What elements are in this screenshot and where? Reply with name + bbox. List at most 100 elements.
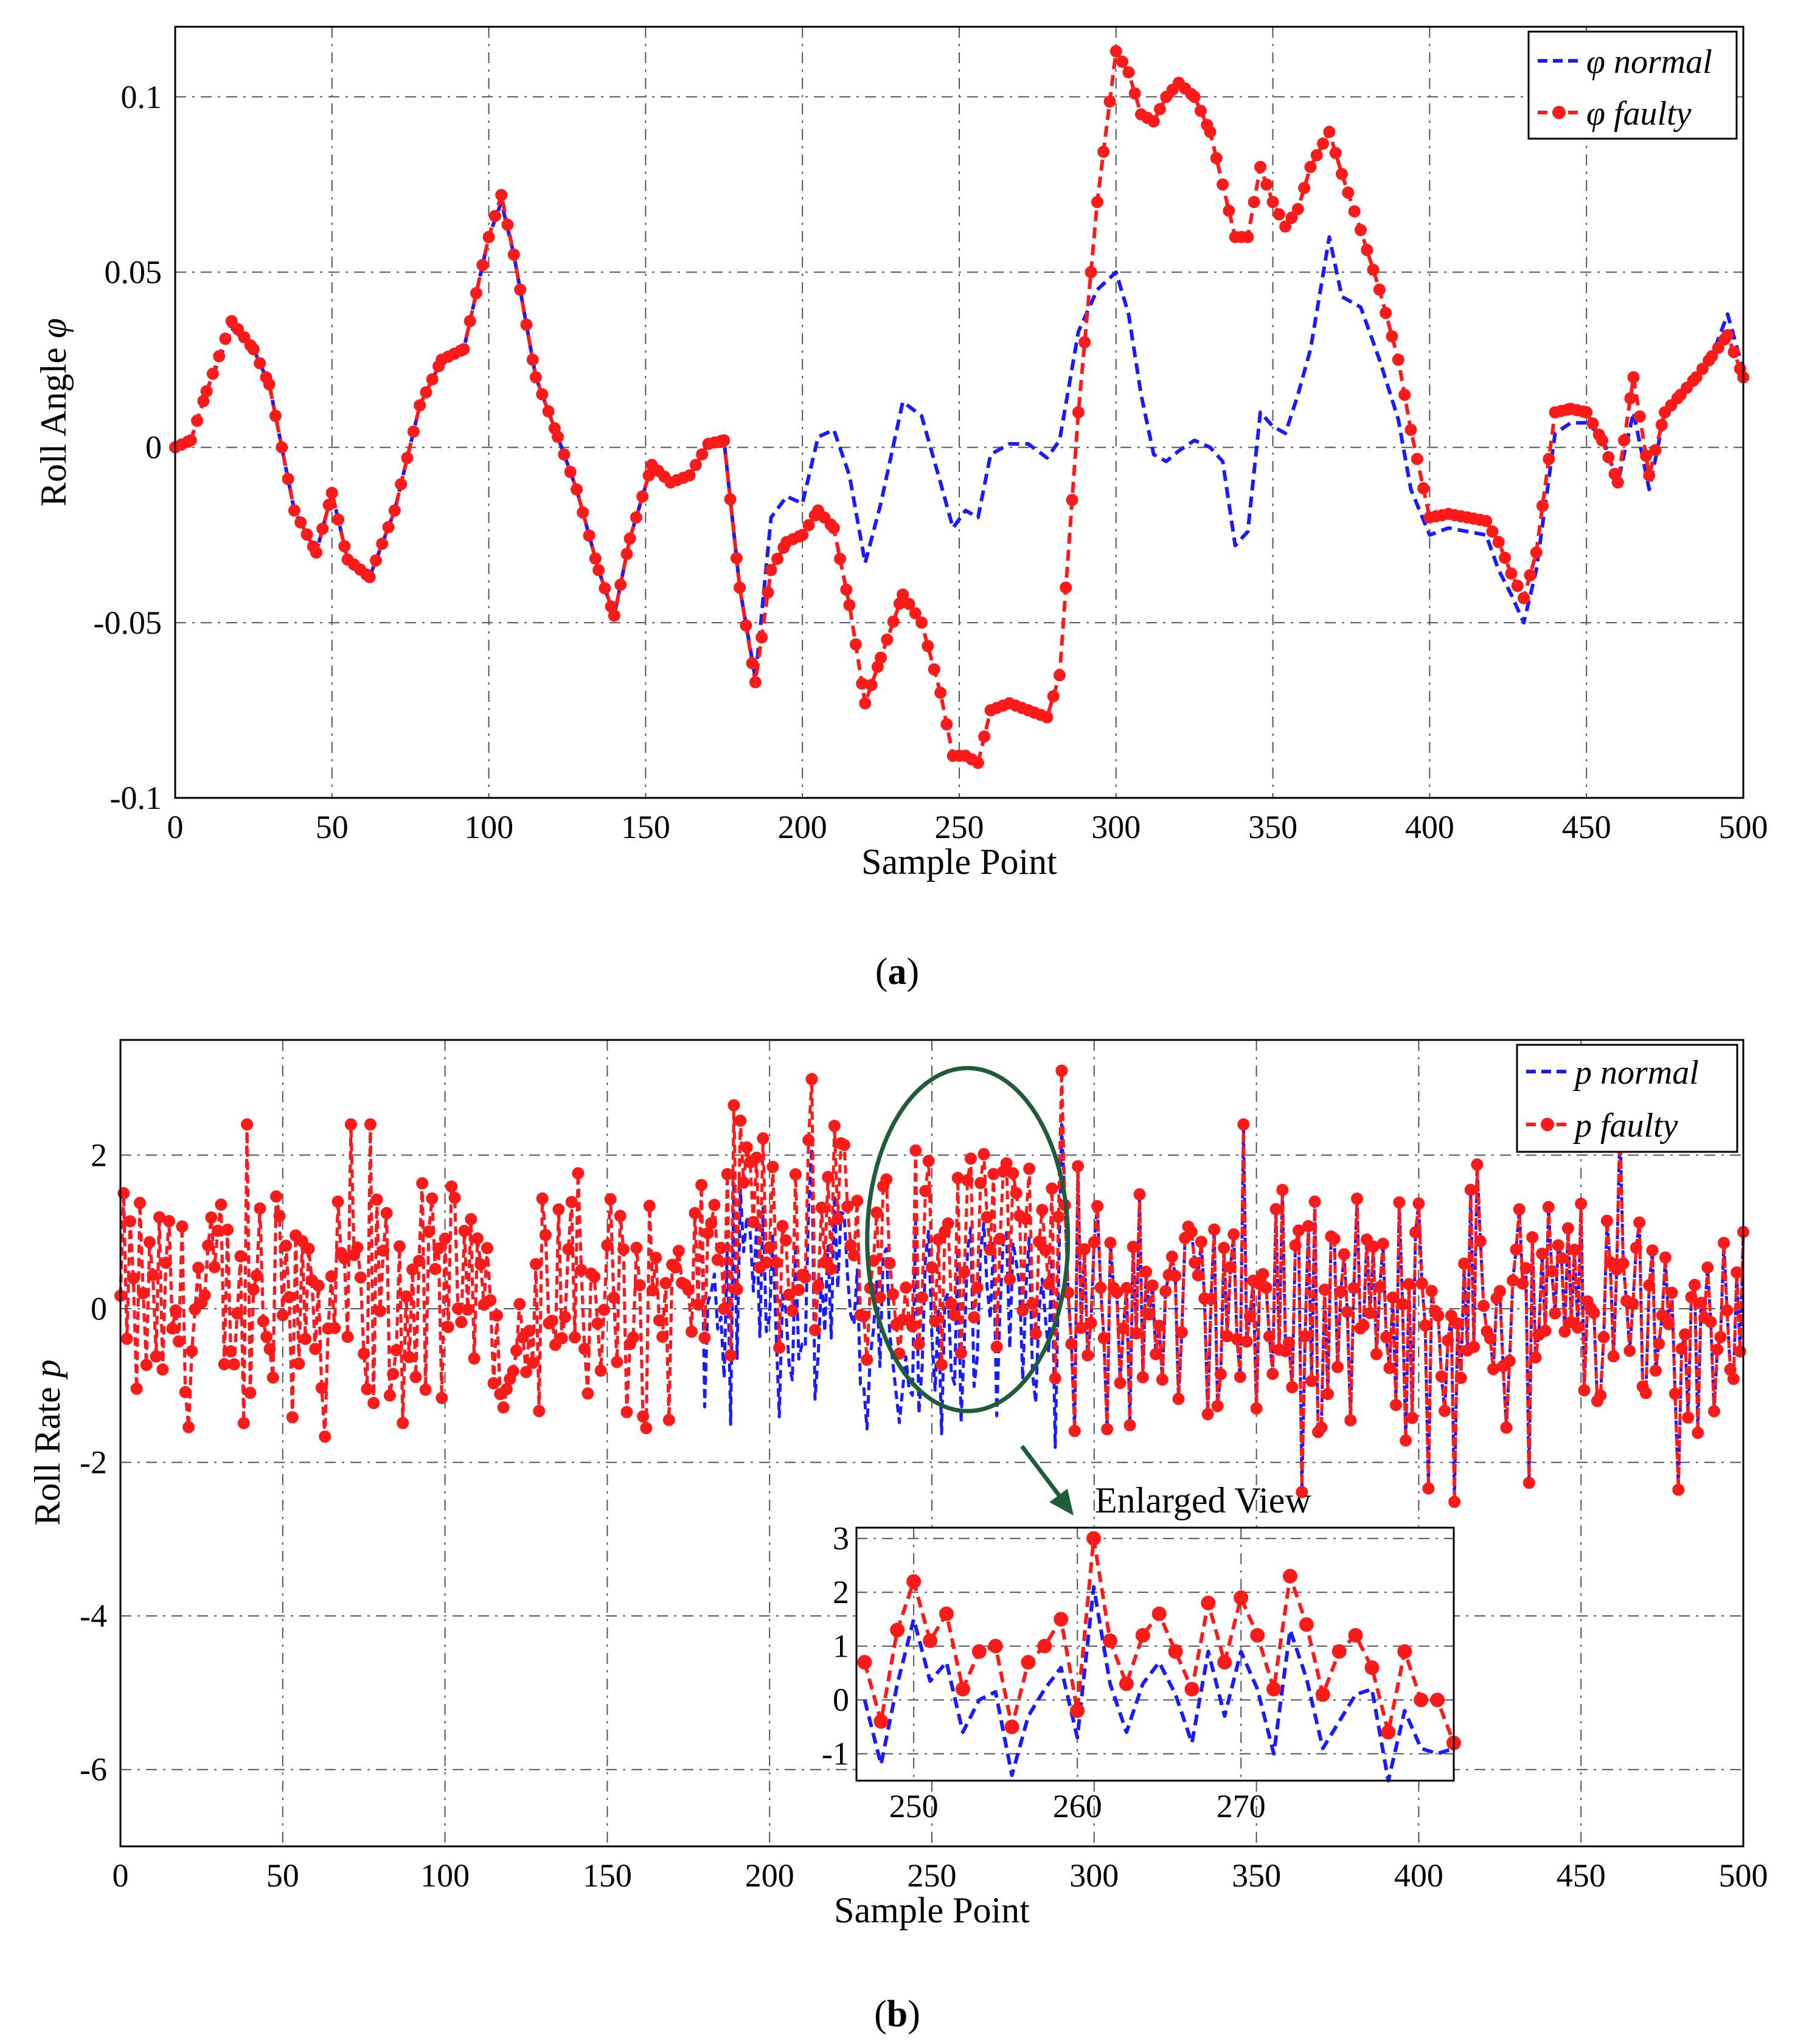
series-faulty-marker-b xyxy=(669,1261,682,1274)
series-faulty-marker-b xyxy=(926,1261,938,1274)
series-faulty-marker-a xyxy=(849,638,862,651)
series-faulty-marker-b xyxy=(1522,1477,1535,1489)
series-faulty-marker-b xyxy=(546,1314,558,1327)
inset-plot: 250 260 270 -1 0 1 2 3 xyxy=(822,1520,1461,1824)
series-faulty-marker-a xyxy=(1518,592,1530,605)
series-faulty-marker-b xyxy=(922,1155,935,1167)
series-faulty-marker-b xyxy=(637,1410,650,1423)
series-faulty-marker-a xyxy=(762,586,774,599)
series-faulty-marker-b xyxy=(1370,1348,1383,1360)
series-faulty-marker-a xyxy=(232,323,245,336)
inset-x-tick-label: 270 xyxy=(1217,1788,1266,1824)
series-faulty-marker-b xyxy=(1165,1250,1178,1263)
series-faulty-marker-b xyxy=(805,1073,818,1086)
series-faulty-marker-b xyxy=(1568,1244,1581,1256)
series-faulty-marker-b xyxy=(1289,1239,1302,1252)
series-faulty-marker-b xyxy=(1662,1318,1675,1331)
series-faulty-marker-b xyxy=(948,1309,961,1322)
series-faulty-marker-b xyxy=(510,1344,523,1357)
legend-marker-faulty-a xyxy=(1552,106,1566,119)
series-faulty-marker-b xyxy=(1159,1285,1172,1298)
series-faulty-marker-b xyxy=(630,1241,643,1254)
series-faulty-marker-b xyxy=(533,1405,546,1418)
series-faulty-marker-b xyxy=(1036,1204,1049,1216)
series-faulty-marker-b xyxy=(244,1387,257,1399)
inset-y-tick-label: -1 xyxy=(822,1736,849,1772)
series-faulty-marker-b xyxy=(1227,1228,1240,1241)
series-faulty-marker-b xyxy=(501,1383,513,1396)
series-faulty-marker-b xyxy=(786,1304,799,1317)
series-faulty-marker-b xyxy=(1094,1281,1107,1294)
series-faulty-marker-b xyxy=(439,1232,451,1245)
series-faulty-marker-b xyxy=(945,1297,957,1310)
series-faulty-marker-b xyxy=(156,1363,169,1376)
series-faulty-marker-b xyxy=(1218,1241,1231,1254)
series-faulty-marker-b xyxy=(237,1417,250,1430)
series-faulty-marker-b xyxy=(1260,1281,1272,1294)
series-faulty-marker-b xyxy=(1052,1210,1065,1223)
series-faulty-marker-b xyxy=(1237,1118,1250,1131)
series-faulty-marker-b xyxy=(419,1384,432,1396)
series-faulty-marker-b xyxy=(955,1347,967,1360)
series-faulty-marker-b xyxy=(1029,1327,1042,1340)
highlight-ellipse xyxy=(865,1065,1071,1413)
series-faulty-marker-a xyxy=(200,385,213,398)
b-x-tick-label: 150 xyxy=(583,1857,632,1894)
series-faulty-marker-b xyxy=(659,1277,672,1289)
series-faulty-marker-b xyxy=(572,1167,585,1180)
series-faulty-marker-b xyxy=(799,1271,811,1284)
series-faulty-marker-b xyxy=(932,1233,945,1245)
series-faulty-marker-a xyxy=(213,350,226,362)
series-faulty-marker-a xyxy=(1505,567,1518,580)
series-faulty-marker-b xyxy=(198,1289,211,1301)
inset-y-tick-label: 1 xyxy=(833,1628,849,1665)
legend-b: p normal p faulty xyxy=(1516,1044,1738,1153)
series-faulty-marker-b xyxy=(1555,1252,1568,1264)
series-faulty-marker-b xyxy=(1120,1281,1133,1294)
a-y-tick-label: 0 xyxy=(145,429,162,466)
series-faulty-marker-b xyxy=(276,1309,289,1322)
series-faulty-marker-a xyxy=(269,409,282,422)
series-faulty-marker-b xyxy=(776,1220,789,1232)
series-faulty-marker-b xyxy=(540,1228,552,1241)
series-faulty-marker-a xyxy=(1543,452,1555,465)
series-faulty-marker-a xyxy=(1291,203,1304,215)
series-faulty-marker-a xyxy=(420,386,432,399)
series-faulty-marker-b xyxy=(614,1210,627,1222)
a-x-tick-label: 50 xyxy=(316,809,349,845)
series-faulty-marker-b xyxy=(358,1347,370,1360)
series-faulty-marker-b xyxy=(1442,1334,1454,1347)
a-x-tick-label: 250 xyxy=(935,809,984,845)
a-x-tick-label: 200 xyxy=(778,809,827,845)
inset-faulty-marker xyxy=(988,1638,1003,1654)
series-faulty-marker-b xyxy=(260,1331,273,1343)
inset-y-tick-label: 3 xyxy=(833,1520,849,1557)
series-faulty-marker-b xyxy=(656,1331,669,1343)
series-faulty-marker-a xyxy=(718,434,731,447)
series-faulty-marker-b xyxy=(1114,1377,1127,1389)
series-faulty-marker-b xyxy=(1072,1160,1085,1173)
series-faulty-marker-b xyxy=(1692,1427,1704,1439)
series-faulty-marker-b xyxy=(332,1195,344,1208)
series-faulty-marker-a xyxy=(881,633,894,646)
series-faulty-marker-a xyxy=(401,451,414,464)
series-faulty-marker-b xyxy=(1578,1384,1591,1397)
series-faulty-marker-a xyxy=(1103,95,1116,108)
series-faulty-marker-a xyxy=(558,448,571,461)
a-x-tick-label: 300 xyxy=(1091,809,1141,845)
series-faulty-marker-a xyxy=(184,434,197,447)
series-faulty-marker-b xyxy=(344,1118,357,1131)
series-faulty-marker-b xyxy=(270,1190,283,1203)
series-faulty-marker-a xyxy=(1411,452,1423,465)
series-faulty-marker-a xyxy=(526,353,539,366)
series-faulty-marker-a xyxy=(247,343,260,356)
series-faulty-marker-a xyxy=(520,318,533,331)
a-y-tick-label: 0.1 xyxy=(121,78,162,115)
series-faulty-marker-b xyxy=(1302,1220,1314,1233)
series-faulty-marker-b xyxy=(309,1343,322,1356)
inset-faulty-marker xyxy=(1103,1633,1117,1648)
a-x-tick-label: 450 xyxy=(1562,809,1611,845)
series-faulty-marker-b xyxy=(208,1261,221,1273)
series-faulty-marker-b xyxy=(397,1417,409,1429)
series-faulty-marker-b xyxy=(562,1243,575,1256)
